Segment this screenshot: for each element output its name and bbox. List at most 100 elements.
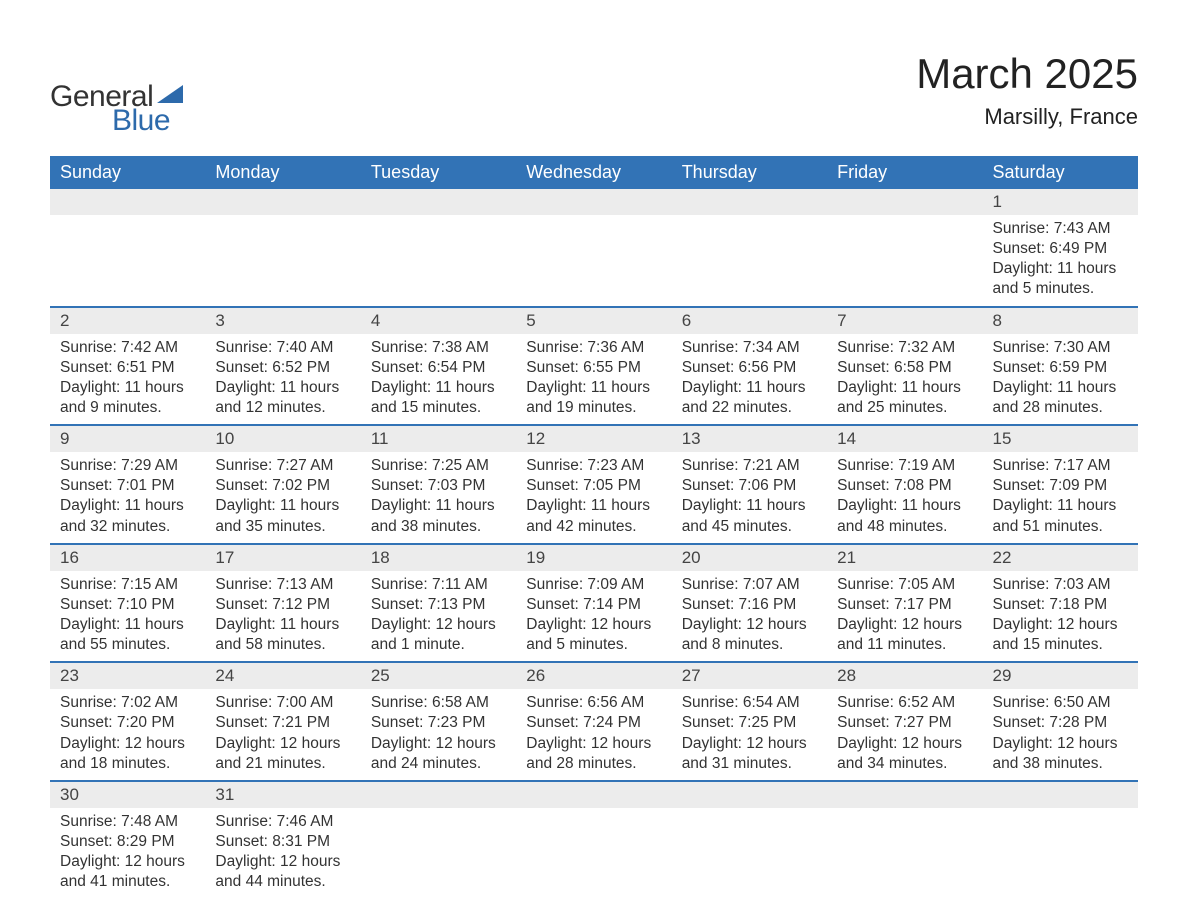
day-detail-cell: Sunrise: 7:42 AMSunset: 6:51 PMDaylight:… — [50, 334, 205, 426]
day-number-cell: 31 — [205, 781, 360, 808]
daynum-row: 23242526272829 — [50, 662, 1138, 689]
day-detail-cell: Sunrise: 7:21 AMSunset: 7:06 PMDaylight:… — [672, 452, 827, 544]
day-detail-cell: Sunrise: 7:03 AMSunset: 7:18 PMDaylight:… — [983, 571, 1138, 663]
sunrise-line: Sunrise: 7:48 AM — [60, 812, 195, 832]
daylight-line: Daylight: 12 hours and 5 minutes. — [526, 615, 661, 655]
day-detail-cell: Sunrise: 7:43 AMSunset: 6:49 PMDaylight:… — [983, 215, 1138, 307]
logo-text-blue: Blue — [112, 104, 170, 138]
sunrise-line: Sunrise: 7:32 AM — [837, 338, 972, 358]
day-number-cell — [361, 189, 516, 215]
calendar-table: Sunday Monday Tuesday Wednesday Thursday… — [50, 156, 1138, 898]
sunset-line: Sunset: 6:58 PM — [837, 358, 972, 378]
daylight-line: Daylight: 12 hours and 15 minutes. — [993, 615, 1128, 655]
sunrise-line: Sunrise: 6:58 AM — [371, 693, 506, 713]
sunrise-line: Sunrise: 6:50 AM — [993, 693, 1128, 713]
day-detail-cell: Sunrise: 6:52 AMSunset: 7:27 PMDaylight:… — [827, 689, 982, 781]
sunset-line: Sunset: 8:31 PM — [215, 832, 350, 852]
daylight-line: Daylight: 12 hours and 24 minutes. — [371, 734, 506, 774]
sunrise-line: Sunrise: 7:46 AM — [215, 812, 350, 832]
sunset-line: Sunset: 7:03 PM — [371, 476, 506, 496]
sunset-line: Sunset: 7:17 PM — [837, 595, 972, 615]
sunrise-line: Sunrise: 7:09 AM — [526, 575, 661, 595]
sunrise-line: Sunrise: 7:38 AM — [371, 338, 506, 358]
day-detail-cell: Sunrise: 7:07 AMSunset: 7:16 PMDaylight:… — [672, 571, 827, 663]
daylight-line: Daylight: 12 hours and 11 minutes. — [837, 615, 972, 655]
day-header: Wednesday — [516, 156, 671, 189]
sunrise-line: Sunrise: 7:40 AM — [215, 338, 350, 358]
sunset-line: Sunset: 7:12 PM — [215, 595, 350, 615]
day-header: Sunday — [50, 156, 205, 189]
day-detail-cell — [827, 808, 982, 899]
day-detail-cell — [516, 808, 671, 899]
sunset-line: Sunset: 6:55 PM — [526, 358, 661, 378]
daylight-line: Daylight: 11 hours and 19 minutes. — [526, 378, 661, 418]
sunset-line: Sunset: 7:14 PM — [526, 595, 661, 615]
day-detail-cell — [516, 215, 671, 307]
sunrise-line: Sunrise: 6:56 AM — [526, 693, 661, 713]
daylight-line: Daylight: 11 hours and 9 minutes. — [60, 378, 195, 418]
daylight-line: Daylight: 12 hours and 44 minutes. — [215, 852, 350, 892]
title-block: March 2025 Marsilly, France — [916, 50, 1138, 130]
day-number-cell: 25 — [361, 662, 516, 689]
day-detail-cell: Sunrise: 7:11 AMSunset: 7:13 PMDaylight:… — [361, 571, 516, 663]
sunset-line: Sunset: 6:51 PM — [60, 358, 195, 378]
detail-row: Sunrise: 7:42 AMSunset: 6:51 PMDaylight:… — [50, 334, 1138, 426]
sunrise-line: Sunrise: 7:29 AM — [60, 456, 195, 476]
sunrise-line: Sunrise: 7:30 AM — [993, 338, 1128, 358]
day-detail-cell — [672, 808, 827, 899]
daynum-row: 9101112131415 — [50, 425, 1138, 452]
sunset-line: Sunset: 8:29 PM — [60, 832, 195, 852]
day-detail-cell: Sunrise: 7:00 AMSunset: 7:21 PMDaylight:… — [205, 689, 360, 781]
day-number-cell: 12 — [516, 425, 671, 452]
sunset-line: Sunset: 6:52 PM — [215, 358, 350, 378]
day-detail-cell — [50, 215, 205, 307]
sunset-line: Sunset: 7:28 PM — [993, 713, 1128, 733]
day-header: Friday — [827, 156, 982, 189]
day-detail-cell: Sunrise: 7:30 AMSunset: 6:59 PMDaylight:… — [983, 334, 1138, 426]
day-number-cell: 30 — [50, 781, 205, 808]
day-detail-cell: Sunrise: 7:25 AMSunset: 7:03 PMDaylight:… — [361, 452, 516, 544]
day-number-cell: 29 — [983, 662, 1138, 689]
month-title: March 2025 — [916, 50, 1138, 98]
sunset-line: Sunset: 6:56 PM — [682, 358, 817, 378]
day-detail-cell — [361, 215, 516, 307]
daylight-line: Daylight: 11 hours and 45 minutes. — [682, 496, 817, 536]
daylight-line: Daylight: 11 hours and 38 minutes. — [371, 496, 506, 536]
day-number-cell: 27 — [672, 662, 827, 689]
day-detail-cell — [361, 808, 516, 899]
sunset-line: Sunset: 7:24 PM — [526, 713, 661, 733]
day-detail-cell — [205, 215, 360, 307]
day-detail-cell: Sunrise: 7:48 AMSunset: 8:29 PMDaylight:… — [50, 808, 205, 899]
daylight-line: Daylight: 11 hours and 25 minutes. — [837, 378, 972, 418]
day-detail-cell: Sunrise: 7:38 AMSunset: 6:54 PMDaylight:… — [361, 334, 516, 426]
day-number-cell: 11 — [361, 425, 516, 452]
sunrise-line: Sunrise: 7:27 AM — [215, 456, 350, 476]
day-detail-cell: Sunrise: 7:29 AMSunset: 7:01 PMDaylight:… — [50, 452, 205, 544]
day-number-cell — [205, 189, 360, 215]
day-number-cell: 18 — [361, 544, 516, 571]
day-number-cell — [672, 781, 827, 808]
detail-row: Sunrise: 7:43 AMSunset: 6:49 PMDaylight:… — [50, 215, 1138, 307]
sunrise-line: Sunrise: 7:17 AM — [993, 456, 1128, 476]
day-number-cell: 2 — [50, 307, 205, 334]
daylight-line: Daylight: 12 hours and 31 minutes. — [682, 734, 817, 774]
day-number-cell — [516, 189, 671, 215]
sunrise-line: Sunrise: 7:07 AM — [682, 575, 817, 595]
sunrise-line: Sunrise: 7:34 AM — [682, 338, 817, 358]
daylight-line: Daylight: 12 hours and 34 minutes. — [837, 734, 972, 774]
daylight-line: Daylight: 12 hours and 38 minutes. — [993, 734, 1128, 774]
day-number-cell: 7 — [827, 307, 982, 334]
day-detail-cell — [672, 215, 827, 307]
daylight-line: Daylight: 11 hours and 15 minutes. — [371, 378, 506, 418]
sunrise-line: Sunrise: 7:42 AM — [60, 338, 195, 358]
sunset-line: Sunset: 7:25 PM — [682, 713, 817, 733]
day-number-cell: 14 — [827, 425, 982, 452]
daynum-row: 16171819202122 — [50, 544, 1138, 571]
sunset-line: Sunset: 7:23 PM — [371, 713, 506, 733]
daylight-line: Daylight: 11 hours and 48 minutes. — [837, 496, 972, 536]
sunrise-line: Sunrise: 7:25 AM — [371, 456, 506, 476]
day-number-cell: 9 — [50, 425, 205, 452]
day-number-cell: 26 — [516, 662, 671, 689]
detail-row: Sunrise: 7:48 AMSunset: 8:29 PM Daylight:… — [50, 808, 1138, 899]
day-number-cell — [827, 781, 982, 808]
